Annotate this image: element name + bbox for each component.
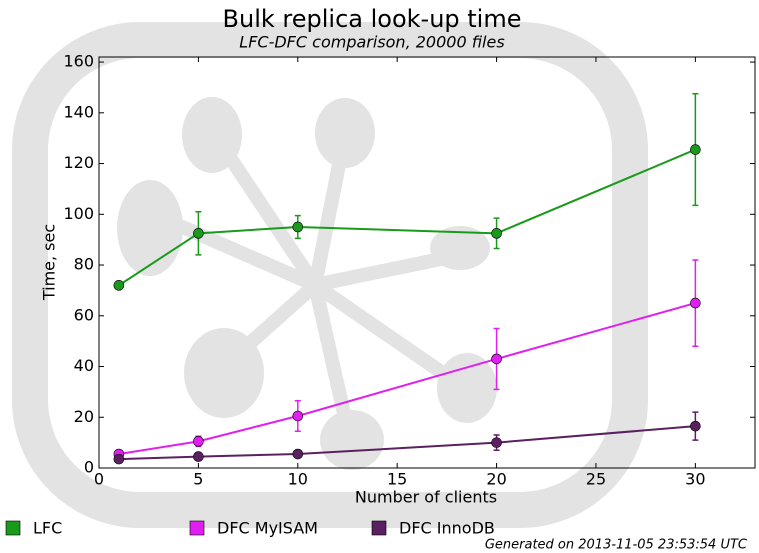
x-tick-label: 20 (486, 470, 506, 489)
y-tick-label: 160 (63, 52, 94, 71)
legend-swatch (190, 521, 204, 535)
y-axis-label: Time, sec (40, 224, 59, 301)
x-tick-label: 5 (193, 470, 203, 489)
chart-subtitle: LFC-DFC comparison, 20000 files (239, 33, 504, 52)
legend-label: DFC InnoDB (399, 519, 495, 538)
footer: Generated on 2013-11-05 23:53:54 UTC (485, 538, 748, 553)
y-tick-label: 20 (74, 407, 94, 426)
chart-title: Bulk replica look-up time (223, 5, 522, 33)
y-tick-label: 60 (74, 305, 94, 324)
data-point (492, 354, 502, 364)
chart: Bulk replica look-up time LFC-DFC compar… (0, 0, 759, 553)
data-point (114, 454, 124, 464)
x-tick-label: 25 (586, 470, 606, 489)
y-tick-label: 0 (84, 458, 94, 477)
data-point (293, 411, 303, 421)
x-tick-label: 10 (288, 470, 308, 489)
data-point (492, 438, 502, 448)
data-point (293, 222, 303, 232)
x-axis-label: Number of clients (355, 488, 497, 507)
y-tick-label: 80 (74, 255, 94, 274)
x-tick-label: 15 (387, 470, 407, 489)
data-point (293, 449, 303, 459)
data-point (690, 421, 700, 431)
data-point (690, 145, 700, 155)
legend-label: DFC MyISAM (217, 519, 318, 538)
data-point (492, 228, 502, 238)
y-tick-label: 140 (63, 102, 94, 121)
data-point (690, 298, 700, 308)
y-tick-label: 40 (74, 356, 94, 375)
data-point (193, 436, 203, 446)
data-point (193, 228, 203, 238)
data-point (114, 280, 124, 290)
y-tick-label: 120 (63, 153, 94, 172)
data-point (193, 452, 203, 462)
x-tick-label: 30 (685, 470, 705, 489)
legend-label: LFC (33, 519, 62, 538)
legend-swatch (6, 521, 20, 535)
legend-swatch (372, 521, 386, 535)
x-tick-label: 0 (94, 470, 104, 489)
y-tick-label: 100 (63, 204, 94, 223)
